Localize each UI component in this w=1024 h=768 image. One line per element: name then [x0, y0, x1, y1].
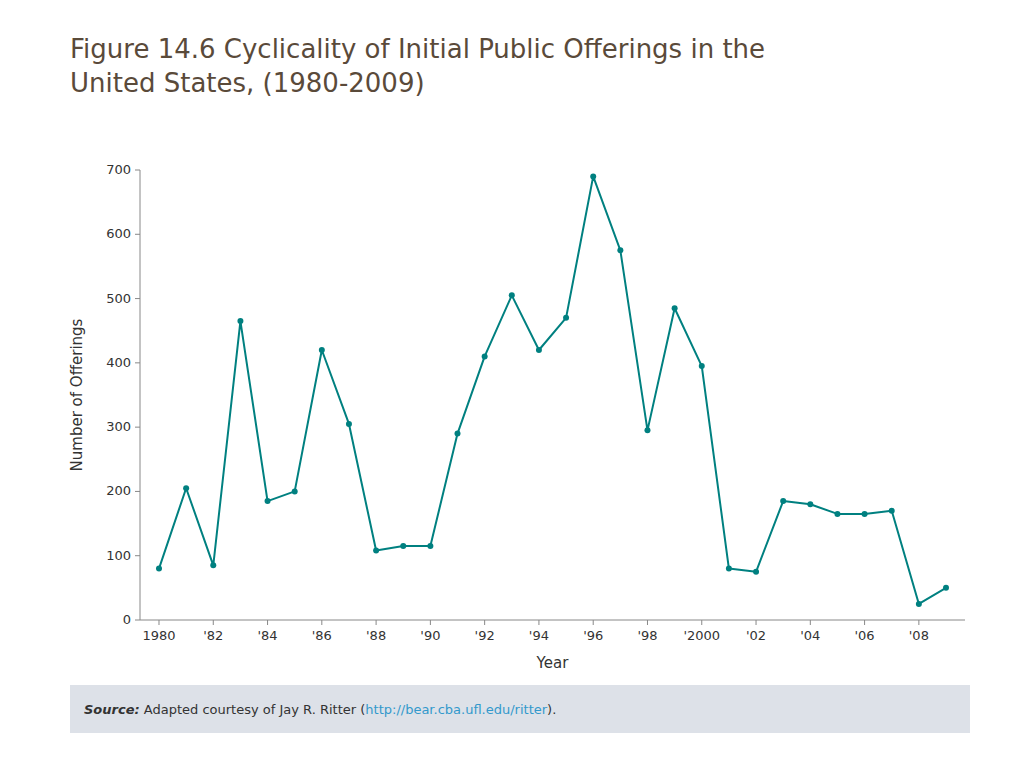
marker — [862, 511, 868, 517]
y-tick-label: 700 — [106, 162, 131, 177]
x-tick-label: '2000 — [683, 628, 720, 643]
line — [159, 176, 946, 604]
x-tick-label: '96 — [583, 628, 603, 643]
marker — [427, 543, 433, 549]
marker — [563, 315, 569, 321]
x-tick-label: '86 — [312, 628, 332, 643]
marker — [807, 501, 813, 507]
marker — [889, 508, 895, 514]
marker — [644, 427, 650, 433]
x-tick — [484, 620, 485, 625]
x-tick — [267, 620, 268, 625]
x-tick — [376, 620, 377, 625]
plot-area — [156, 173, 949, 607]
y-tick-label: 0 — [123, 612, 131, 627]
x-tick-label: 1980 — [142, 628, 175, 643]
y-tick-label: 500 — [106, 291, 131, 306]
source-part: Source: — [84, 702, 140, 717]
x-tick — [864, 620, 865, 625]
x-tick — [701, 620, 702, 625]
marker — [536, 347, 542, 353]
x-tick-label: '08 — [909, 628, 929, 643]
marker — [210, 562, 216, 568]
marker — [780, 498, 786, 504]
x-tick — [538, 620, 539, 625]
marker — [509, 292, 515, 298]
y-tick-label: 100 — [106, 548, 131, 563]
y-tick-label: 400 — [106, 355, 131, 370]
y-tick — [135, 298, 140, 299]
x-tick-label: '88 — [366, 628, 386, 643]
marker — [400, 543, 406, 549]
x-tick-label: '92 — [475, 628, 495, 643]
source-part: Adapted courtesy of Jay R. Ritter ( — [140, 702, 366, 717]
y-axis-label: Number of Offerings — [68, 318, 86, 471]
subtitle: United States, (1980-2009) — [70, 68, 425, 98]
y-tick — [135, 491, 140, 492]
y-tick — [135, 234, 140, 235]
x-tick — [593, 620, 594, 625]
source-part: http://bear.cba.ufl.edu/ritter — [365, 702, 547, 717]
y-tick-label: 200 — [106, 483, 131, 498]
x-tick — [756, 620, 757, 625]
x-tick-label: '04 — [800, 628, 820, 643]
x-tick-label: '02 — [746, 628, 766, 643]
source-box — [70, 685, 970, 733]
x-tick — [158, 620, 159, 625]
marker — [590, 173, 596, 179]
y-tick — [135, 555, 140, 556]
x-tick-label: '84 — [257, 628, 277, 643]
x-tick — [810, 620, 811, 625]
x-tick-label: '90 — [420, 628, 440, 643]
x-tick — [918, 620, 919, 625]
title: Figure 14.6 Cyclicality of Initial Publi… — [70, 34, 765, 64]
marker — [617, 247, 623, 253]
x-tick — [321, 620, 322, 625]
x-tick — [213, 620, 214, 625]
x-axis-line — [140, 620, 965, 621]
chart: Figure 14.6 Cyclicality of Initial Publi… — [0, 0, 1024, 768]
x-tick — [430, 620, 431, 625]
marker — [482, 353, 488, 359]
x-tick-label: '98 — [637, 628, 657, 643]
x-tick-label: '82 — [203, 628, 223, 643]
marker — [699, 363, 705, 369]
x-axis-label: Year — [536, 654, 570, 672]
marker — [237, 318, 243, 324]
marker — [319, 347, 325, 353]
source-note: Source: Adapted courtesy of Jay R. Ritte… — [84, 702, 556, 717]
marker — [373, 548, 379, 554]
x-tick — [647, 620, 648, 625]
marker — [726, 566, 732, 572]
marker — [916, 601, 922, 607]
y-tick — [135, 362, 140, 363]
y-tick-label: 600 — [106, 226, 131, 241]
marker — [156, 566, 162, 572]
marker — [834, 511, 840, 517]
marker — [183, 485, 189, 491]
marker — [346, 421, 352, 427]
marker — [455, 431, 461, 437]
marker — [753, 569, 759, 575]
marker — [672, 305, 678, 311]
marker — [943, 585, 949, 591]
y-tick — [135, 427, 140, 428]
marker — [265, 498, 271, 504]
x-tick-label: '06 — [855, 628, 875, 643]
y-tick-label: 300 — [106, 419, 131, 434]
y-axis-line — [140, 170, 141, 620]
x-tick-label: '94 — [529, 628, 549, 643]
y-tick — [135, 170, 140, 171]
source-part: ). — [547, 702, 556, 717]
y-tick — [135, 620, 140, 621]
marker — [292, 488, 298, 494]
